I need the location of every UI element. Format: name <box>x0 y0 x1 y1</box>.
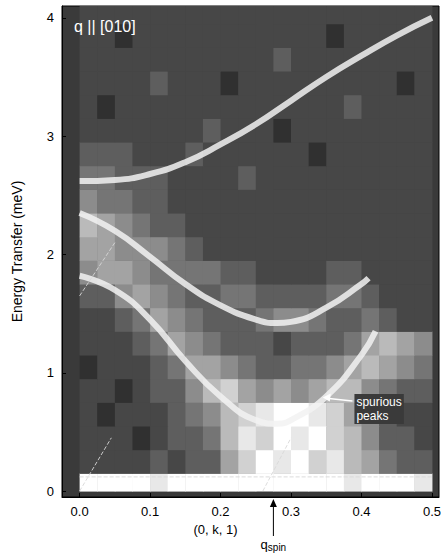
svg-text:peaks: peaks <box>356 409 388 423</box>
svg-text:4: 4 <box>47 10 54 25</box>
svg-text:3: 3 <box>47 129 54 144</box>
svg-text:0.1: 0.1 <box>141 504 159 519</box>
svg-text:q: q <box>261 537 268 552</box>
svg-text:spin: spin <box>268 542 286 553</box>
svg-text:0: 0 <box>47 484 54 499</box>
svg-text:0.2: 0.2 <box>212 504 230 519</box>
svg-text:1: 1 <box>47 365 54 380</box>
svg-text:spurious: spurious <box>356 395 401 409</box>
svg-text:0.3: 0.3 <box>282 504 300 519</box>
svg-text:(0, k, 1): (0, k, 1) <box>193 522 237 537</box>
svg-text:0.0: 0.0 <box>71 504 89 519</box>
svg-text:Energy Transfer (meV): Energy Transfer (meV) <box>9 181 25 323</box>
svg-text:2: 2 <box>47 247 54 262</box>
svg-text:0.5: 0.5 <box>423 504 441 519</box>
svg-text:0.4: 0.4 <box>352 504 370 519</box>
svg-text:q || [010]: q || [010] <box>74 18 136 35</box>
